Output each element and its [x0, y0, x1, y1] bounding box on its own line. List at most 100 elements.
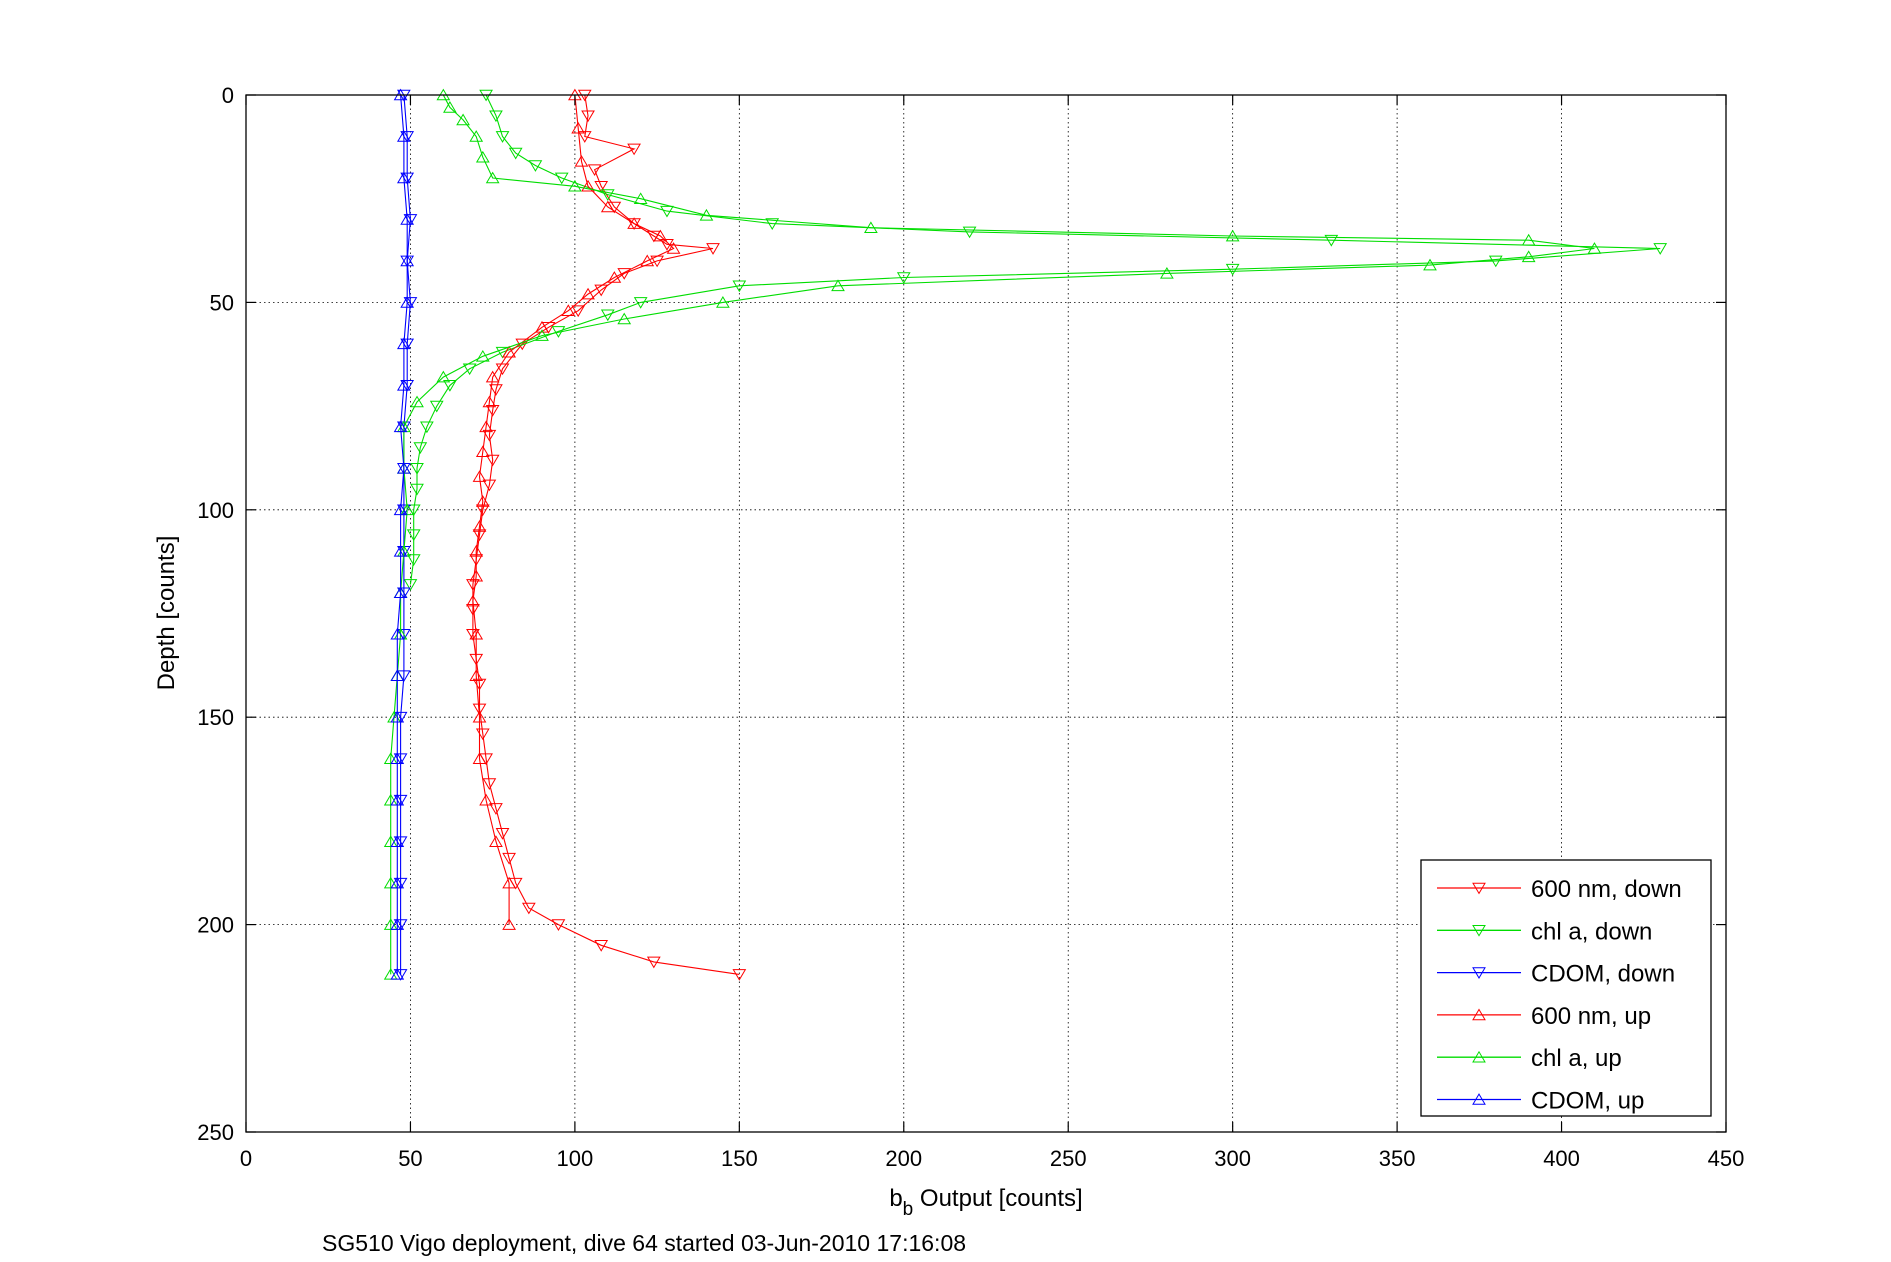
data-point	[627, 217, 641, 229]
data-point	[413, 442, 428, 454]
data-point	[400, 254, 415, 267]
data-point	[396, 130, 411, 142]
data-point	[1488, 255, 1503, 268]
data-point	[962, 226, 977, 239]
data-point	[403, 579, 418, 591]
data-point	[633, 297, 648, 309]
data-point	[528, 160, 543, 172]
data-point	[485, 370, 500, 383]
data-point	[485, 454, 500, 467]
data-point	[521, 902, 536, 915]
y-tick-label: 250	[197, 1120, 234, 1145]
data-point	[475, 349, 490, 362]
axes-box	[245, 94, 1727, 1133]
legend-label: 600 nm, up	[1531, 1003, 1651, 1030]
data-point	[508, 147, 523, 160]
legend-box	[1420, 859, 1712, 1117]
x-tick-label: 250	[1050, 1146, 1087, 1171]
data-point	[466, 594, 480, 607]
data-point	[554, 172, 569, 185]
series-1	[403, 89, 1668, 591]
data-point	[1324, 234, 1339, 247]
data-point	[443, 380, 457, 392]
data-point	[396, 171, 411, 184]
data-point	[390, 793, 405, 806]
y-axis-label: Depth [counts]	[153, 536, 180, 691]
y-tick-label: 100	[197, 498, 234, 523]
x-tick-label: 400	[1543, 1146, 1580, 1171]
data-point	[1521, 233, 1536, 246]
data-point	[571, 305, 586, 318]
legend-label: chl a, up	[1531, 1045, 1622, 1072]
series-line	[400, 94, 411, 975]
data-point	[443, 101, 457, 113]
legend-swatch-marker	[1472, 1050, 1486, 1063]
data-point	[393, 544, 408, 557]
series-line	[396, 94, 408, 975]
x-tick-label: 100	[557, 1146, 594, 1171]
data-point	[482, 429, 497, 442]
legend-swatch-marker	[1472, 1093, 1486, 1105]
x-tick-label: 450	[1708, 1146, 1745, 1171]
data-point	[831, 279, 845, 292]
data-point	[633, 192, 648, 204]
data-point	[600, 200, 615, 213]
data-point	[393, 503, 408, 516]
data-point	[660, 205, 674, 218]
legend-swatch-marker	[1472, 925, 1486, 937]
data-point	[472, 470, 487, 482]
data-point	[390, 835, 405, 847]
legend-swatch-marker	[1472, 967, 1486, 979]
data-point	[581, 110, 595, 123]
data-point	[406, 554, 421, 566]
data-point	[495, 131, 510, 143]
data-point	[574, 154, 589, 167]
data-point	[429, 400, 444, 413]
data-point	[475, 495, 490, 507]
data-point	[482, 479, 497, 492]
legend-label: CDOM, up	[1531, 1088, 1644, 1115]
data-point	[571, 121, 586, 134]
x-tick-label: 300	[1214, 1146, 1251, 1171]
y-tick-label: 200	[197, 913, 234, 938]
data-point	[390, 710, 405, 723]
data-point	[485, 404, 500, 417]
data-point	[393, 420, 408, 433]
data-point	[627, 143, 641, 156]
x-tick-label: 50	[398, 1146, 422, 1171]
data-point	[495, 363, 510, 376]
legend-swatch-marker	[1472, 1008, 1486, 1021]
data-point	[502, 876, 516, 889]
data-point	[551, 919, 566, 931]
data-point	[732, 280, 747, 293]
ticks: 0 50 100 150 200 250 300 350 400 450 0 50 100 150 200 2…	[197, 83, 1744, 1171]
data-point	[561, 304, 576, 316]
data-point	[390, 627, 405, 640]
y-tick-label: 150	[197, 705, 234, 730]
data-point	[581, 179, 595, 192]
data-point	[420, 421, 434, 434]
data-point	[410, 395, 424, 408]
data-point	[393, 969, 408, 981]
data-point	[469, 627, 484, 640]
data-point	[1587, 242, 1602, 254]
data-point	[1225, 229, 1240, 242]
data-point	[535, 320, 549, 333]
data-point	[396, 378, 411, 391]
data-point	[1423, 258, 1437, 271]
data-point	[640, 254, 655, 267]
data-point	[390, 918, 405, 930]
data-point	[594, 180, 609, 193]
data-point	[479, 420, 493, 433]
data-point	[436, 370, 451, 383]
data-point	[390, 752, 405, 764]
data-point	[396, 337, 411, 350]
data-point	[732, 969, 747, 981]
x-tick-label: 200	[885, 1146, 922, 1171]
data-point	[469, 569, 484, 582]
data-point	[469, 669, 484, 682]
x-axis-label-subscript: b	[903, 1199, 914, 1220]
data-point	[466, 579, 480, 591]
x-axis-label: bb Output [counts]	[889, 1185, 1082, 1220]
